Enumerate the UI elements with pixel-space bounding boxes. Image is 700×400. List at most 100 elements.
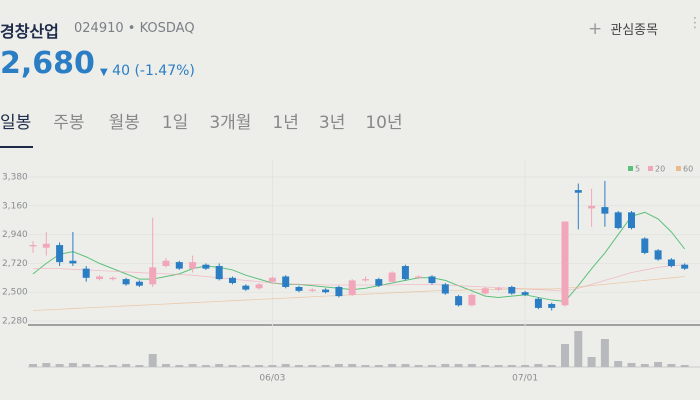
candle-body (189, 262, 197, 269)
period-tabs: 일봉 주봉 월봉 1일 3개월 1년 3년 10년 (0, 108, 403, 133)
candle-body (242, 285, 250, 290)
volume-bar (321, 365, 330, 367)
x-tick-label: 06/03 (259, 374, 285, 384)
volume-bar (68, 363, 77, 367)
volume-bar (281, 364, 290, 367)
change-pct: (-1.47%) (134, 63, 195, 79)
volume-bar (268, 365, 277, 367)
volume-bar (95, 365, 104, 367)
candle-body (574, 190, 582, 193)
volume-bar (561, 344, 569, 367)
volume-bar (627, 363, 636, 367)
ma-line (32, 276, 685, 311)
volume-bar (374, 365, 383, 367)
watch-label: 관심종목 (610, 23, 659, 38)
stock-name: 경창산업 (0, 22, 59, 41)
candle-body (641, 238, 649, 253)
legend-label: 20 (655, 165, 665, 174)
candle-body (42, 243, 50, 248)
candle-body (268, 277, 276, 282)
candle-body (229, 277, 236, 284)
volume-bar (547, 365, 556, 367)
candle-body (335, 286, 343, 297)
volume-bar (82, 364, 91, 367)
candle-body (202, 264, 210, 269)
tab[interactable]: 일봉 (0, 113, 32, 133)
candle-body (388, 272, 396, 282)
y-tick-label: 2,720 (2, 259, 28, 269)
candle-body (308, 289, 316, 291)
watch-button[interactable]: + 관심종목 (588, 19, 659, 39)
volume-bar (600, 339, 609, 367)
candle-body (149, 267, 157, 285)
candle-body (215, 266, 223, 280)
volume-bar (201, 365, 210, 367)
volume-bar (534, 364, 543, 367)
volume-bar (241, 365, 250, 367)
volume-bar (680, 365, 689, 367)
tab[interactable]: 월봉 (108, 113, 140, 133)
tab[interactable]: 1년 (272, 113, 299, 133)
candle-body (481, 288, 489, 294)
candle-body (282, 276, 290, 287)
volume-bar (574, 331, 583, 367)
candle-body (135, 281, 143, 286)
volume-bar (135, 365, 144, 367)
legend-swatch (648, 166, 653, 171)
candle-body (82, 268, 90, 278)
candle-body (29, 245, 37, 247)
volume-bar (255, 365, 264, 367)
candle-body (654, 250, 662, 260)
volume-bar (42, 363, 51, 367)
volume-bar (401, 364, 410, 367)
volume-bar (654, 362, 663, 367)
volume-bar (188, 364, 197, 367)
candle-body (534, 298, 542, 308)
tab[interactable]: 1일 (161, 113, 189, 133)
change: ▼ 40 (-1.47%) (100, 63, 195, 79)
market: KOSDAQ (139, 21, 195, 36)
candle-body (681, 264, 689, 269)
tab[interactable]: 주봉 (53, 113, 85, 133)
tab[interactable]: 3개월 (209, 113, 252, 133)
volume-bar (467, 364, 476, 367)
volume-bar (55, 364, 64, 367)
volume-bar (108, 365, 117, 367)
volume-bar (414, 365, 423, 367)
legend-swatch (628, 166, 633, 171)
price: 2,680 (0, 46, 95, 81)
candle-body (495, 288, 502, 290)
volume-bar (507, 365, 516, 367)
volume-bar (334, 364, 343, 367)
candle-body (175, 262, 183, 269)
candle-body (508, 286, 516, 294)
volume-bar (521, 365, 530, 367)
ma-line (33, 264, 685, 292)
tab[interactable]: 3년 (318, 113, 346, 133)
tab[interactable]: 10년 (365, 113, 403, 133)
volume-bar (428, 365, 436, 367)
candle-body (69, 260, 77, 264)
candle-body (295, 286, 303, 291)
volume-bar (587, 357, 596, 367)
volume-bar (667, 364, 676, 367)
volume-bar (361, 365, 370, 367)
candle-body (375, 279, 383, 286)
candle-body (96, 276, 103, 280)
candle-body (348, 280, 356, 295)
candle-body (109, 277, 117, 280)
candle-body (162, 260, 170, 267)
volume-bar (162, 364, 170, 367)
candle-body (122, 279, 130, 285)
candle-body (455, 296, 463, 306)
candle-body (428, 276, 436, 284)
volume-bar (614, 361, 623, 367)
volume-bar (494, 365, 503, 367)
volume-bar (228, 365, 237, 367)
volume-bar (481, 365, 490, 367)
legend-swatch (676, 166, 681, 171)
volume-bar (29, 364, 37, 367)
candle-body (415, 276, 423, 278)
